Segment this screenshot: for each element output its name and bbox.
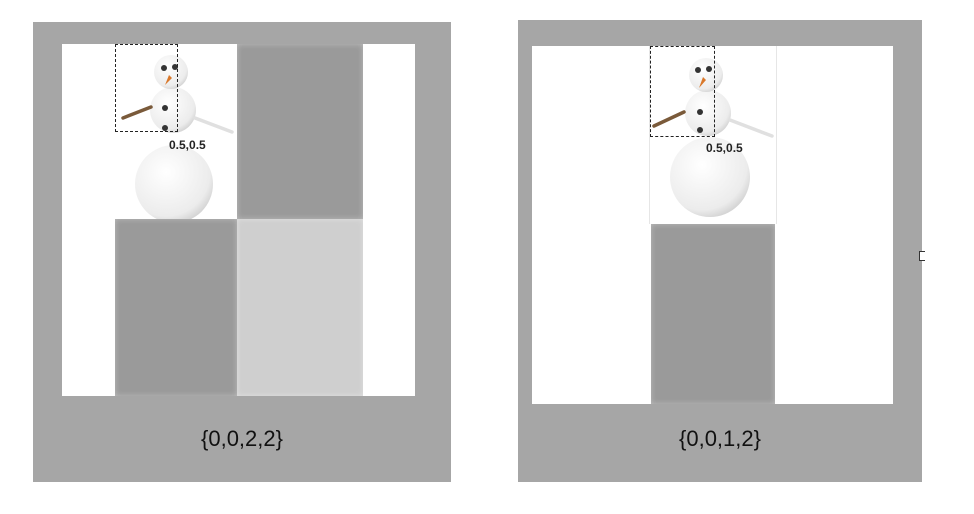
canvas-right: 0.5,0.5 (532, 46, 893, 404)
tile-top-right (237, 44, 363, 219)
tile-bottom-right (237, 219, 363, 396)
snowman-tile: 0.5,0.5 (649, 46, 777, 224)
crop-region-box (650, 46, 715, 137)
caption-left: {0,0,2,2} (201, 426, 283, 451)
panel-right: 0.5,0.5 {0,0,1,2} (518, 20, 922, 482)
canvas-left: 0.5,0.5 (62, 44, 415, 396)
tile-bottom-left (115, 219, 237, 396)
panel-left: 0.5,0.5 {0,0,2,2} (33, 22, 451, 482)
snowman-tile: 0.5,0.5 (115, 44, 238, 219)
crop-region-box (115, 44, 178, 132)
snowman-icon (652, 58, 774, 217)
coordinate-label: 0.5,0.5 (706, 141, 743, 155)
coordinate-label: 0.5,0.5 (169, 138, 206, 152)
caption-right: {0,0,1,2} (679, 426, 761, 451)
snowman-icon (121, 55, 234, 219)
edge-marker (919, 251, 925, 261)
tile-bottom (651, 224, 775, 404)
